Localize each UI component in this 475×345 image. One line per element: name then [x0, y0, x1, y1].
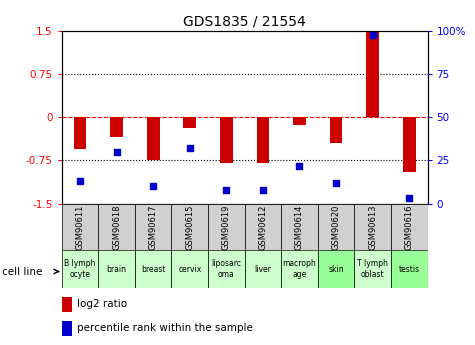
Bar [135, 204, 171, 250]
Text: cervix: cervix [178, 265, 201, 274]
Text: liver: liver [255, 265, 271, 274]
Point [295, 163, 304, 168]
Text: GSM90616: GSM90616 [405, 204, 414, 249]
Bar [74, 117, 86, 149]
Text: skin: skin [328, 265, 344, 274]
Bar [135, 250, 171, 288]
Bar [98, 204, 135, 250]
Point [405, 196, 413, 201]
Text: testis: testis [399, 265, 420, 274]
Bar [403, 117, 416, 172]
Bar [366, 32, 379, 117]
Bar [208, 250, 245, 288]
Bar [354, 250, 391, 288]
Text: log2 ratio: log2 ratio [77, 299, 127, 309]
Text: GSM90615: GSM90615 [185, 204, 194, 249]
Text: cell line: cell line [2, 267, 43, 276]
Bar [318, 204, 354, 250]
Text: B lymph
ocyte: B lymph ocyte [64, 259, 96, 279]
Bar [183, 117, 196, 128]
Bar [354, 204, 391, 250]
Point [222, 187, 230, 193]
Text: GSM90617: GSM90617 [149, 204, 158, 249]
Bar [281, 204, 318, 250]
Bar [62, 250, 98, 288]
Bar [245, 204, 281, 250]
Text: brain: brain [106, 265, 127, 274]
Bar [391, 204, 428, 250]
Text: GSM90613: GSM90613 [368, 204, 377, 249]
Text: breast: breast [141, 265, 165, 274]
Text: T lymph
oblast: T lymph oblast [357, 259, 388, 279]
Text: GSM90612: GSM90612 [258, 204, 267, 249]
Bar [391, 250, 428, 288]
Bar [220, 117, 233, 163]
Title: GDS1835 / 21554: GDS1835 / 21554 [183, 14, 306, 29]
Point [149, 184, 157, 189]
Point [186, 146, 194, 151]
Text: GSM90619: GSM90619 [222, 204, 231, 249]
Text: percentile rank within the sample: percentile rank within the sample [77, 324, 253, 333]
Bar [147, 117, 160, 160]
Bar [98, 250, 135, 288]
Point [113, 149, 121, 155]
Bar [208, 204, 245, 250]
Bar [171, 250, 208, 288]
Text: GSM90614: GSM90614 [295, 204, 304, 249]
Bar [256, 117, 269, 163]
Bar [110, 117, 123, 137]
Bar [293, 117, 306, 125]
Text: macroph
age: macroph age [283, 259, 316, 279]
Bar [281, 250, 318, 288]
Bar [62, 204, 98, 250]
Text: GSM90620: GSM90620 [332, 204, 341, 249]
Point [332, 180, 340, 186]
Point [76, 178, 84, 184]
Text: GSM90618: GSM90618 [112, 204, 121, 249]
Point [259, 187, 267, 193]
Text: GSM90611: GSM90611 [76, 204, 85, 249]
Bar [171, 204, 208, 250]
Bar [245, 250, 281, 288]
Bar [330, 117, 342, 143]
Point [369, 32, 377, 37]
Text: liposarc
oma: liposarc oma [211, 259, 241, 279]
Bar [318, 250, 354, 288]
